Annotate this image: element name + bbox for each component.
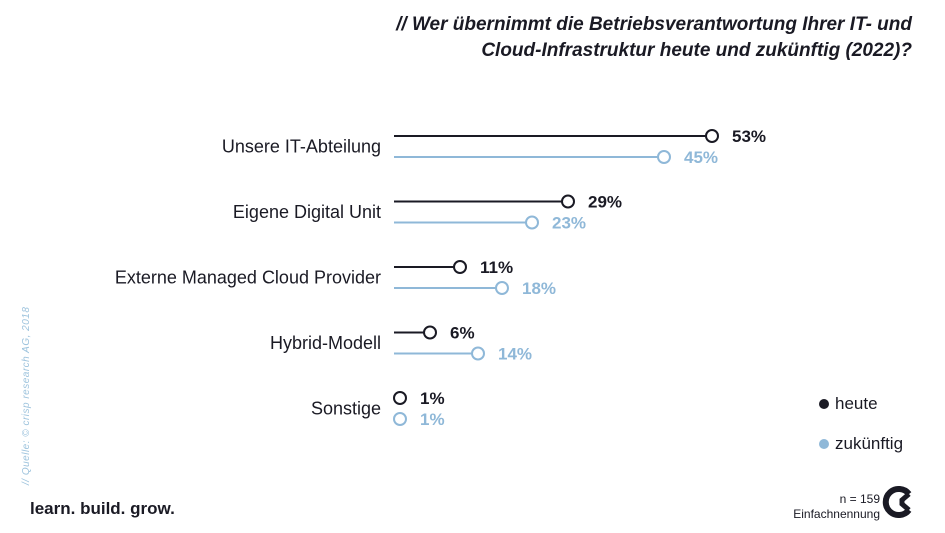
category-label: Unsere IT-Abteilung bbox=[222, 137, 381, 157]
category-label: Hybrid-Modell bbox=[270, 333, 381, 353]
point-heute bbox=[393, 391, 407, 405]
point-heute bbox=[423, 325, 437, 340]
value-label-zukuenftig: 1% bbox=[420, 410, 445, 429]
value-label-zukuenftig: 14% bbox=[498, 345, 532, 364]
value-label-zukuenftig: 18% bbox=[522, 279, 556, 298]
legend-label-heute: heute bbox=[835, 394, 878, 413]
legend-dot-zukuenftig bbox=[819, 439, 829, 449]
legend-dot-heute bbox=[819, 399, 829, 409]
point-heute bbox=[705, 129, 719, 143]
crisp-logo bbox=[882, 486, 912, 518]
point-heute bbox=[561, 194, 575, 209]
value-label-zukuenftig: 23% bbox=[552, 214, 586, 233]
value-label-heute: 6% bbox=[450, 324, 475, 343]
chart-title-line-2: Cloud-Infrastruktur heute und zukünftig … bbox=[481, 40, 912, 61]
legend-label-zukuenftig: zukünftig bbox=[835, 434, 904, 453]
legend-item-zukuenftig: zukünftig bbox=[819, 434, 903, 454]
point-heute bbox=[453, 260, 467, 274]
point-zukuenftig bbox=[657, 150, 671, 164]
point-zukuenftig bbox=[471, 346, 485, 361]
category-label: Sonstige bbox=[311, 399, 381, 419]
point-zukuenftig bbox=[525, 215, 539, 230]
answer-type: Einfachnennung bbox=[793, 507, 880, 521]
source-note: // Quelle: © crisp research AG, 2018 bbox=[21, 306, 32, 485]
value-label-zukuenftig: 45% bbox=[684, 148, 718, 167]
legend-item-heute: heute bbox=[819, 394, 878, 414]
point-zukuenftig bbox=[495, 281, 509, 295]
value-label-heute: 1% bbox=[420, 389, 445, 408]
category-label: Externe Managed Cloud Provider bbox=[115, 268, 381, 288]
chart-title-line-1: // Wer übernimmt die Betriebsverantwortu… bbox=[396, 14, 912, 35]
value-label-heute: 53% bbox=[732, 127, 766, 146]
value-label-heute: 11% bbox=[480, 258, 513, 277]
point-zukuenftig bbox=[393, 412, 407, 426]
sample-size: n = 159 bbox=[839, 492, 880, 506]
tagline: learn. build. grow. bbox=[30, 499, 175, 518]
chart-title: // Wer übernimmt die Betriebsverantwortu… bbox=[212, 12, 912, 64]
category-label: Eigene Digital Unit bbox=[233, 202, 381, 222]
sample-note: n = 159 Einfachnennung bbox=[793, 492, 880, 522]
value-label-heute: 29% bbox=[588, 193, 622, 212]
